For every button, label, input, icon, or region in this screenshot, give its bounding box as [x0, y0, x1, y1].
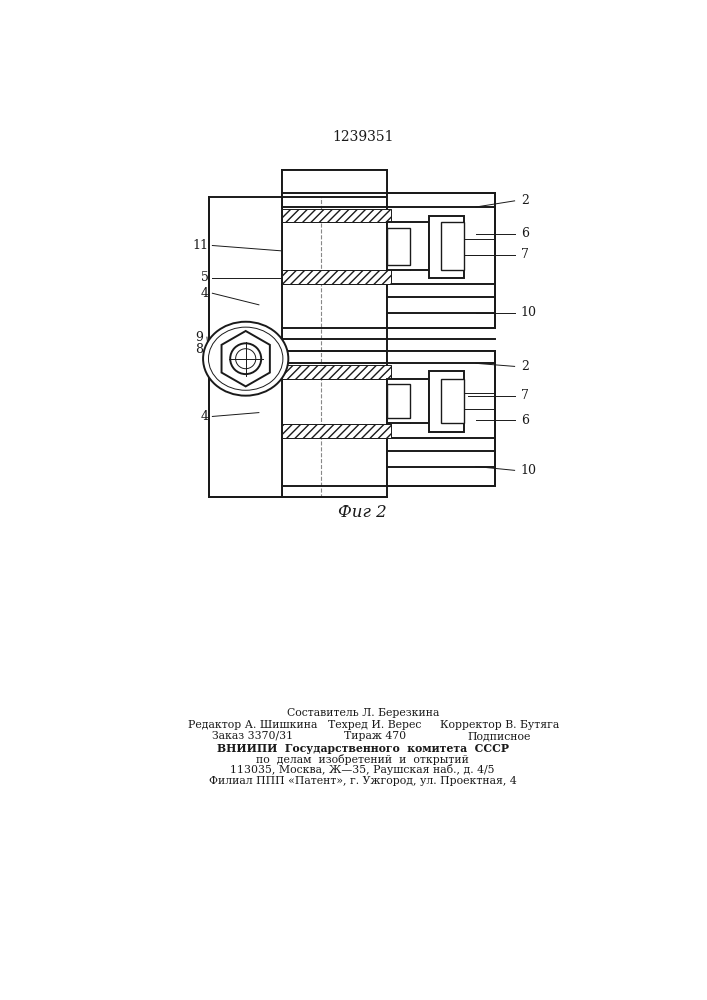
Text: Корректор В. Бутяга: Корректор В. Бутяга — [440, 720, 559, 730]
Text: 2: 2 — [521, 360, 529, 373]
Circle shape — [230, 343, 261, 374]
Text: 6: 6 — [521, 414, 529, 427]
Text: ВНИИПИ  Государственного  комитета  СССР: ВНИИПИ Государственного комитета СССР — [217, 743, 509, 754]
Bar — [387, 351, 495, 486]
Bar — [387, 384, 410, 418]
Text: Редактор А. Шишкина: Редактор А. Шишкина — [188, 720, 317, 730]
Polygon shape — [221, 331, 270, 386]
Bar — [441, 379, 464, 423]
Text: 8: 8 — [195, 343, 203, 356]
Text: Техред И. Верес: Техред И. Верес — [329, 720, 422, 730]
Bar — [387, 379, 429, 423]
Text: 113035, Москва, Ж—35, Раушская наб., д. 4/5: 113035, Москва, Ж—35, Раушская наб., д. … — [230, 764, 495, 775]
Bar — [282, 209, 391, 222]
Text: 6: 6 — [521, 227, 529, 240]
Bar — [282, 270, 391, 284]
Text: 4: 4 — [201, 287, 209, 300]
Bar — [282, 170, 387, 497]
Text: 7: 7 — [521, 248, 529, 261]
Bar — [429, 371, 464, 432]
Ellipse shape — [209, 327, 283, 390]
Text: 10: 10 — [521, 464, 537, 477]
Text: 10: 10 — [521, 306, 537, 319]
Bar — [209, 197, 282, 497]
Text: 11: 11 — [192, 239, 209, 252]
Bar — [441, 222, 464, 270]
Text: Подписное: Подписное — [467, 731, 531, 741]
Text: 4: 4 — [201, 410, 209, 423]
Text: 1239351: 1239351 — [332, 130, 394, 144]
Bar — [429, 216, 464, 278]
Text: Филиал ППП «Патент», г. Ужгород, ул. Проектная, 4: Филиал ППП «Патент», г. Ужгород, ул. Про… — [209, 776, 517, 786]
Bar — [282, 170, 387, 197]
Text: Заказ 3370/31: Заказ 3370/31 — [212, 731, 293, 741]
Bar — [282, 365, 391, 379]
Text: 9: 9 — [195, 331, 203, 344]
Text: 5: 5 — [201, 271, 209, 284]
Bar — [387, 222, 429, 270]
Text: Составитель Л. Березкина: Составитель Л. Березкина — [286, 708, 439, 718]
Text: Тираж 470: Тираж 470 — [344, 731, 407, 741]
Bar — [282, 424, 391, 438]
Text: 2: 2 — [521, 194, 529, 207]
Text: 7: 7 — [521, 389, 529, 402]
Circle shape — [235, 349, 256, 369]
Bar — [387, 193, 495, 328]
Bar — [387, 228, 410, 265]
Text: по  делам  изобретений  и  открытий: по делам изобретений и открытий — [257, 754, 469, 765]
Ellipse shape — [203, 322, 288, 396]
Text: Фиг 2: Фиг 2 — [339, 504, 387, 521]
